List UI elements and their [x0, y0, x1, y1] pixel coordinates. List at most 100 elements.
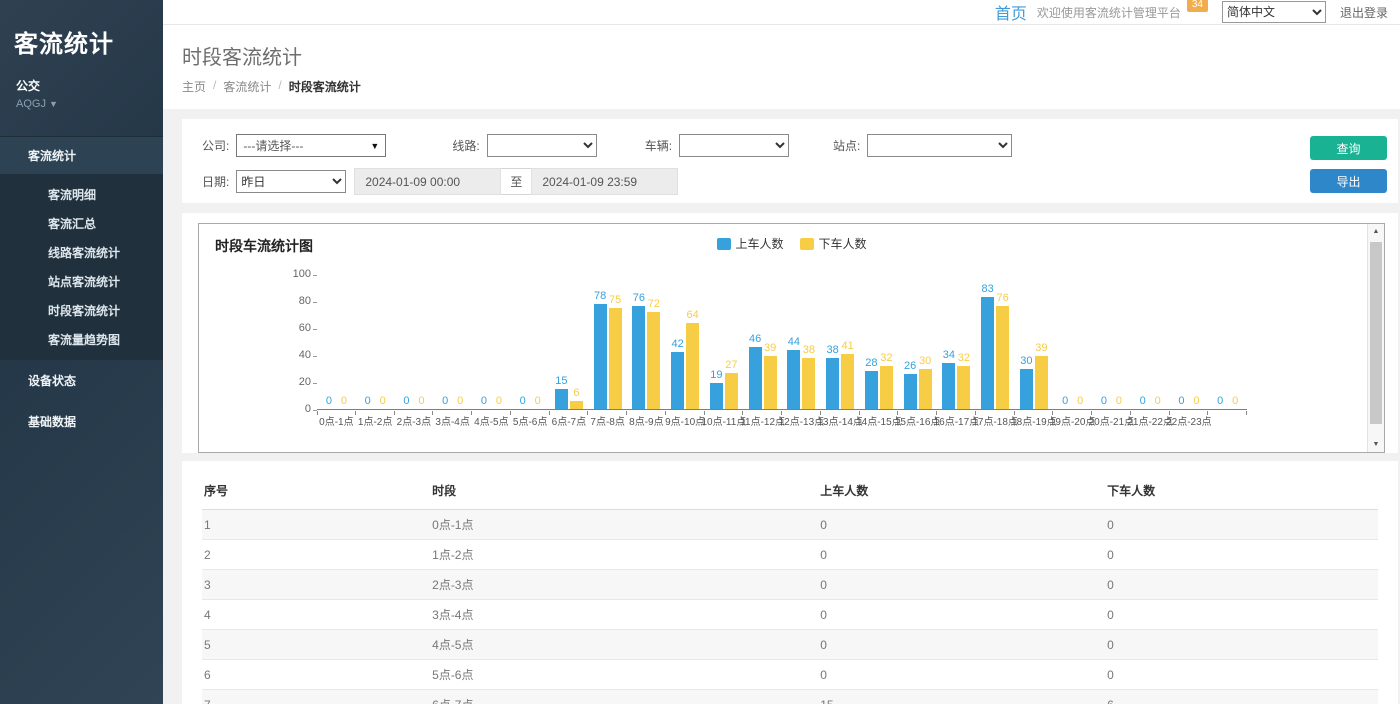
org-name: 公交 — [16, 79, 41, 93]
legend-label: 上车人数 — [735, 237, 784, 251]
bar-column: 28 — [864, 357, 878, 409]
line-select[interactable] — [486, 134, 597, 157]
breadcrumb-item[interactable]: 主页 — [182, 80, 207, 94]
table-cell: 1 — [202, 509, 431, 540]
bar-alighting[interactable] — [957, 365, 971, 409]
table-row: 1 0点-1点 0 0 — [202, 509, 1378, 540]
export-button[interactable]: 导出 — [1310, 169, 1387, 193]
app-logo: 客流统计 — [14, 31, 114, 58]
company-select[interactable]: ---请选择--- ▼ — [236, 134, 387, 157]
x-axis-label-text: 0点-1点 — [319, 417, 354, 428]
chart-category: 0 0 2点-3点 — [394, 275, 434, 428]
x-axis-label: 15点-16点 — [895, 413, 941, 428]
bar-value-label: 0 — [442, 395, 449, 407]
legend-swatch — [716, 237, 731, 250]
bar-column: 41 — [841, 340, 855, 409]
bar-boarding[interactable] — [864, 371, 878, 409]
bar-column: 0 — [1059, 395, 1072, 409]
bar-alighting[interactable] — [724, 372, 738, 409]
bar-boarding[interactable] — [787, 349, 801, 409]
sidebar-subitem[interactable]: 时段客流统计 — [48, 304, 121, 318]
sidebar-section-device-status[interactable]: 设备状态 — [28, 374, 77, 388]
table-row: 6 5点-6点 0 0 — [202, 659, 1378, 690]
bar-alighting[interactable] — [802, 357, 816, 409]
bar-value-label: 83 — [981, 282, 994, 295]
legend-swatch — [799, 237, 814, 250]
bar-alighting[interactable] — [841, 353, 855, 409]
bar-alighting[interactable] — [763, 356, 777, 409]
table-cell: 0 — [1105, 629, 1378, 660]
bar-boarding[interactable] — [748, 346, 762, 409]
org-code-dropdown[interactable]: AQGJ ▼ — [16, 98, 58, 110]
bar-value-label: 42 — [671, 338, 684, 351]
bar-alighting[interactable] — [608, 307, 622, 409]
bar-value-label: 0 — [457, 395, 464, 407]
date-from-input[interactable] — [354, 168, 502, 195]
x-axis-label-text: 4点-5点 — [474, 417, 509, 428]
bar-value-label: 39 — [764, 342, 777, 355]
bar-column: 26 — [903, 359, 917, 409]
bar-value-label: 0 — [379, 395, 386, 407]
bar-value-label: 26 — [904, 359, 917, 372]
bar-value-label: 39 — [1035, 342, 1048, 355]
bar-boarding[interactable] — [671, 352, 685, 409]
scroll-up-icon[interactable]: ▲ — [1372, 228, 1380, 235]
legend-item[interactable]: 下车人数 — [799, 235, 867, 252]
bar-alighting[interactable] — [686, 322, 700, 409]
sidebar-subitem[interactable]: 线路客流统计 — [48, 246, 121, 260]
station-select[interactable] — [867, 134, 1013, 157]
sidebar-section-passenger-stats[interactable]: 客流统计 — [0, 137, 163, 174]
bar-alighting[interactable] — [996, 306, 1010, 409]
bar-alighting[interactable] — [879, 365, 893, 409]
bar-boarding[interactable] — [554, 388, 568, 409]
bar-alighting[interactable] — [569, 400, 583, 409]
y-axis-tick: 100 — [292, 268, 311, 280]
scroll-down-icon[interactable]: ▼ — [1372, 441, 1380, 448]
date-preset-select[interactable]: 昨日 — [236, 170, 347, 193]
bar-boarding[interactable] — [942, 363, 956, 409]
chart-category: 0 0 0点-1点 — [317, 275, 356, 428]
chart-category: 0 0 4点-5点 — [472, 275, 511, 428]
vehicle-select[interactable] — [679, 134, 790, 157]
bar-boarding[interactable] — [632, 306, 646, 409]
legend-item[interactable]: 上车人数 — [716, 235, 784, 252]
language-select[interactable]: 简体中文 — [1221, 1, 1326, 23]
home-link[interactable]: 首页 — [994, 6, 1027, 23]
bar-value-label: 0 — [1193, 395, 1200, 407]
table-section: 序号 时段 上车人数 下车人数 1 0点-1点 0 0 2 1点-2点 0 0 3 2点-3点 0 0 4 3点… — [182, 461, 1398, 704]
bar-boarding[interactable] — [981, 296, 995, 409]
scrollbar-thumb[interactable] — [1370, 242, 1382, 424]
bar-boarding[interactable] — [593, 303, 607, 409]
logout-link[interactable]: 退出登录 — [1339, 5, 1388, 20]
sidebar-subitem[interactable]: 客流汇总 — [48, 217, 97, 231]
y-axis-tickmark — [313, 410, 317, 411]
stats-table: 序号 时段 上车人数 下车人数 1 0点-1点 0 0 2 1点-2点 0 0 3 2点-3点 0 0 4 3点… — [202, 473, 1378, 704]
bar-alighting[interactable] — [918, 368, 932, 409]
bar-value-label: 0 — [325, 395, 332, 407]
bar-column: 0 — [415, 395, 428, 409]
date-to-input[interactable] — [531, 168, 679, 195]
sidebar-subitem[interactable]: 客流量趋势图 — [48, 333, 121, 347]
search-button[interactable]: 查询 — [1310, 136, 1387, 160]
bar-alighting[interactable] — [647, 311, 661, 409]
bar-alighting[interactable] — [1034, 356, 1048, 409]
breadcrumb-item[interactable]: 客流统计 — [223, 80, 272, 94]
sidebar-section-base-data[interactable]: 基础数据 — [28, 415, 77, 429]
bar-boarding[interactable] — [903, 373, 917, 409]
table-cell: 0 — [818, 509, 1106, 540]
chart-scrollbar[interactable]: ▲ ▼ — [1367, 224, 1384, 452]
bar-column: 42 — [671, 338, 685, 409]
notification-badge[interactable]: 34 — [1186, 0, 1208, 12]
x-axis-label: 1点-2点 — [356, 413, 395, 428]
bar-column: 6 — [569, 387, 583, 409]
bar-boarding[interactable] — [826, 357, 840, 409]
bar-boarding[interactable] — [709, 383, 723, 409]
bar-column: 44 — [787, 336, 801, 409]
x-axis-label: 3点-4点 — [433, 413, 472, 428]
bar-boarding[interactable] — [1019, 368, 1033, 409]
x-axis-label-text: 13点-14点 — [817, 417, 863, 428]
sidebar-subitem[interactable]: 站点客流统计 — [48, 275, 121, 289]
sidebar-subitem[interactable]: 客流明细 — [48, 188, 97, 202]
chart-category: 15 6 6点-7点 — [549, 275, 589, 428]
